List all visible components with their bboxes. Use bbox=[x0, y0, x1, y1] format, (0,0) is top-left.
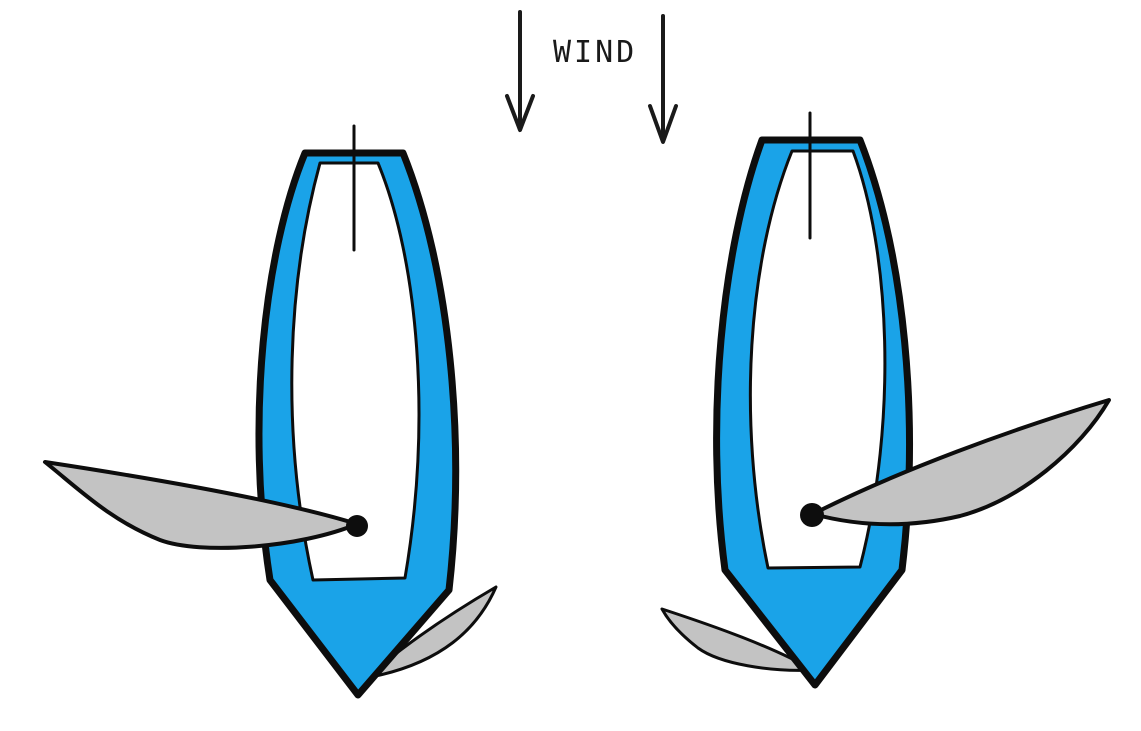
jib-sail-left bbox=[364, 585, 498, 680]
wind-indicator: WIND bbox=[505, 10, 678, 144]
boat-left bbox=[43, 124, 498, 699]
wind-label: WIND bbox=[553, 35, 637, 70]
wind-arrow-right bbox=[648, 14, 678, 144]
wind-arrow-left bbox=[505, 10, 535, 132]
deck-right bbox=[748, 149, 887, 570]
main-sail-right bbox=[811, 398, 1111, 527]
mast-right bbox=[800, 503, 824, 527]
jib-sail-right bbox=[660, 607, 815, 672]
mast-left bbox=[346, 515, 368, 537]
main-sail-left bbox=[43, 460, 359, 550]
boat-right bbox=[660, 111, 1111, 689]
deck-left bbox=[290, 161, 421, 582]
